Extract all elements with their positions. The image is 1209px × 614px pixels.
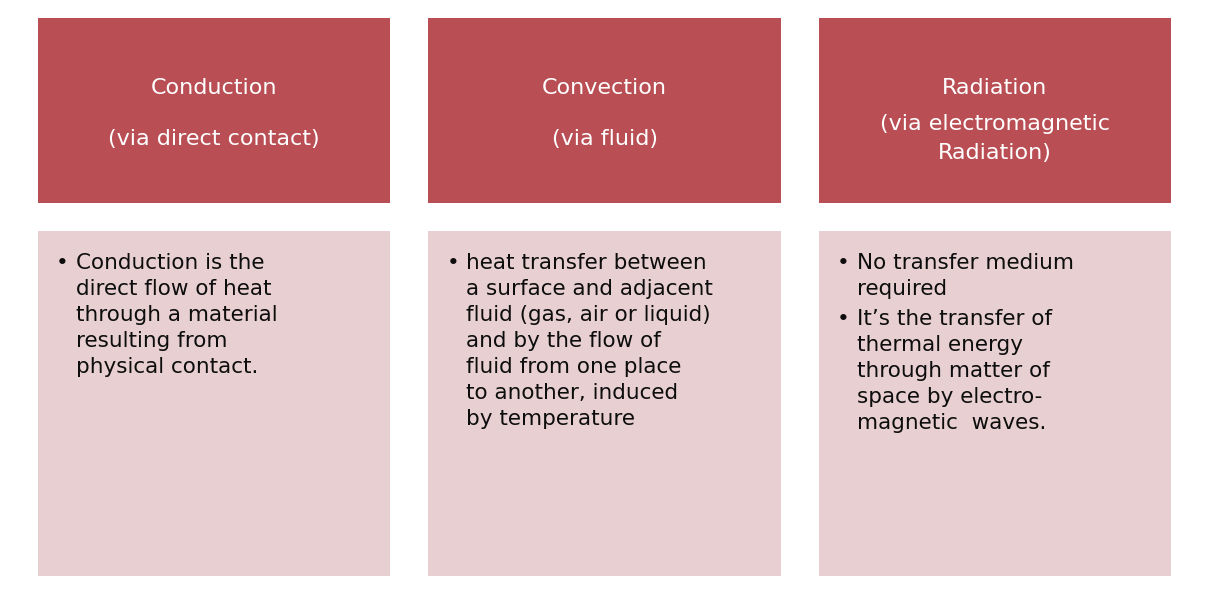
- Text: Radiation: Radiation: [942, 79, 1047, 98]
- Text: (via electromagnetic
Radiation): (via electromagnetic Radiation): [880, 114, 1110, 163]
- Text: Conduction is the
direct flow of heat
through a material
resulting from
physical: Conduction is the direct flow of heat th…: [76, 253, 278, 378]
- Text: Conduction: Conduction: [151, 79, 277, 98]
- Bar: [428, 231, 781, 576]
- Bar: [37, 231, 391, 576]
- Text: Convection: Convection: [542, 79, 667, 98]
- Text: (via direct contact): (via direct contact): [109, 128, 320, 149]
- Text: •: •: [56, 253, 69, 273]
- Text: heat transfer between
a surface and adjacent
fluid (gas, air or liquid)
and by t: heat transfer between a surface and adja…: [467, 253, 713, 429]
- Text: No transfer medium
required: No transfer medium required: [857, 253, 1074, 299]
- Bar: [37, 18, 391, 203]
- Text: (via fluid): (via fluid): [551, 128, 658, 149]
- Text: •: •: [837, 253, 850, 273]
- Text: •: •: [446, 253, 459, 273]
- Bar: [818, 18, 1172, 203]
- Bar: [818, 231, 1172, 576]
- Bar: [428, 18, 781, 203]
- Text: It’s the transfer of
thermal energy
through matter of
space by electro-
magnetic: It’s the transfer of thermal energy thro…: [857, 309, 1052, 433]
- Text: •: •: [837, 309, 850, 329]
